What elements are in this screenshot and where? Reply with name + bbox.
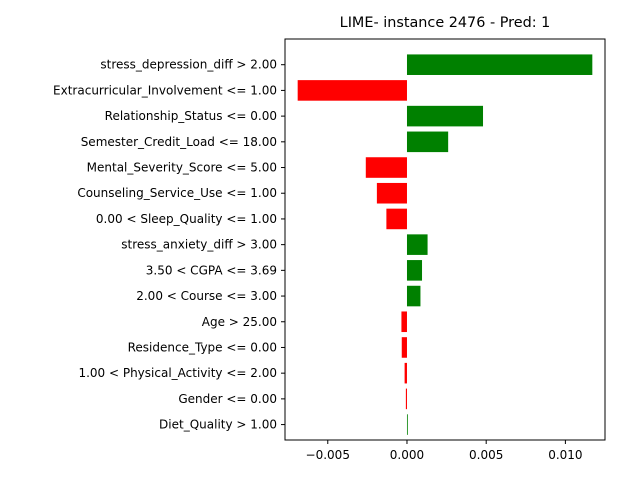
bar-2 bbox=[406, 105, 484, 127]
bar-1 bbox=[297, 80, 407, 101]
plot-frame bbox=[284, 38, 606, 441]
x-tick-label-1: 0.000 bbox=[390, 448, 424, 462]
bar-4 bbox=[365, 157, 407, 178]
bar-6 bbox=[386, 208, 407, 230]
y-tick-label-3: Semester_Credit_Load <= 18.00 bbox=[81, 135, 277, 149]
y-tick-label-6: 0.00 < Sleep_Quality <= 1.00 bbox=[96, 212, 277, 226]
bar-9 bbox=[406, 285, 421, 307]
y-tick-label-9: 2.00 < Course <= 3.00 bbox=[136, 289, 277, 303]
y-tick-label-14: Diet_Quality > 1.00 bbox=[159, 418, 277, 432]
bar-3 bbox=[406, 131, 449, 153]
y-tick-label-1: Extracurricular_Involvement <= 1.00 bbox=[53, 83, 277, 97]
y-tick-label-12: 1.00 < Physical_Activity <= 2.00 bbox=[78, 366, 277, 380]
y-tick-label-10: Age > 25.00 bbox=[202, 315, 277, 329]
bar-7 bbox=[406, 234, 428, 255]
y-tick-label-4: Mental_Severity_Score <= 5.00 bbox=[87, 161, 277, 175]
bar-11 bbox=[401, 337, 407, 358]
x-tick-label-3: 0.010 bbox=[548, 448, 582, 462]
x-tick-label-0: −0.005 bbox=[306, 448, 350, 462]
chart-title: LIME- instance 2476 - Pred: 1 bbox=[340, 15, 551, 31]
x-axis: −0.005 0.000 0.005 0.010 bbox=[306, 440, 583, 462]
x-tick-label-2: 0.005 bbox=[469, 448, 503, 462]
bar-0 bbox=[406, 54, 593, 75]
bar-13 bbox=[405, 388, 407, 410]
bar-8 bbox=[406, 260, 423, 281]
y-tick-label-8: 3.50 < CGPA <= 3.69 bbox=[146, 263, 277, 277]
y-tick-label-13: Gender <= 0.00 bbox=[178, 392, 277, 406]
y-tick-label-0: stress_depression_diff > 2.00 bbox=[100, 58, 277, 72]
y-tick-label-2: Relationship_Status <= 0.00 bbox=[105, 109, 277, 123]
y-axis: stress_depression_diff > 2.00 Extracurric… bbox=[53, 58, 285, 432]
bar-14 bbox=[406, 414, 408, 435]
y-tick-label-11: Residence_Type <= 0.00 bbox=[128, 340, 277, 354]
bars-group bbox=[297, 54, 593, 435]
bar-5 bbox=[376, 182, 407, 204]
y-tick-label-7: stress_anxiety_diff > 3.00 bbox=[121, 238, 277, 252]
bar-12 bbox=[404, 362, 407, 384]
y-tick-label-5: Counseling_Service_Use <= 1.00 bbox=[77, 186, 277, 200]
bar-10 bbox=[401, 311, 407, 333]
